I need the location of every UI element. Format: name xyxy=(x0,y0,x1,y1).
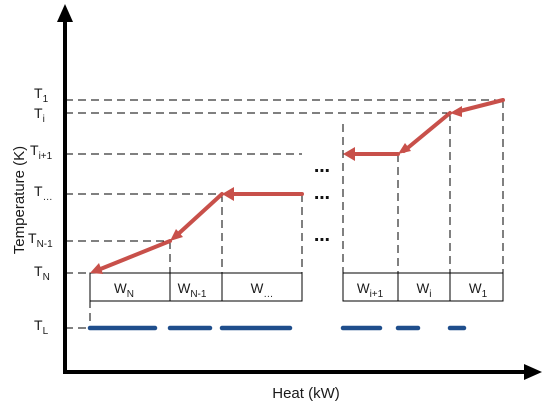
tick-label-tn: TN xyxy=(34,263,50,283)
tick-label-tdots: T… xyxy=(34,183,53,203)
y-axis-arrowhead xyxy=(57,4,73,22)
x-axis-label: Heat (kW) xyxy=(272,385,340,402)
x-axis-arrowhead xyxy=(524,364,542,380)
segment-label-wi: Wi xyxy=(417,281,432,300)
segment-label-wdots: W… xyxy=(251,281,274,300)
segment-label-wn: WN xyxy=(114,281,134,300)
ellipsis-upper: ⋯ xyxy=(314,161,330,180)
hot-arrow-5 xyxy=(170,229,183,241)
y-axis-label: Temperature (K) xyxy=(11,146,28,254)
ellipsis-lower: ⋯ xyxy=(314,230,330,249)
segment-box-right xyxy=(342,272,504,302)
segment-label-w1: W1 xyxy=(469,281,488,300)
hot-stream xyxy=(90,98,505,274)
ellipsis-middle: ⋯ xyxy=(314,188,330,207)
segment-label-wi1: Wi+1 xyxy=(357,281,384,300)
hot-arrow-6 xyxy=(90,263,103,274)
hot-arrow-4 xyxy=(222,187,234,201)
hot-segment-5 xyxy=(174,192,224,238)
segment-box-left xyxy=(89,272,303,302)
tick-label-ti: Ti xyxy=(34,105,45,125)
hot-arrow-2 xyxy=(398,143,411,154)
tick-label-ti1: Ti+1 xyxy=(30,142,53,162)
hot-arrow-1 xyxy=(450,106,462,117)
hot-segment-1 xyxy=(454,98,505,114)
tick-label-t1: T1 xyxy=(34,85,49,105)
tick-label-tn1: TN-1 xyxy=(28,230,53,250)
hot-segment-6 xyxy=(96,239,172,272)
hot-arrow-3 xyxy=(343,147,355,161)
segment-label-wn1: WN-1 xyxy=(178,281,207,300)
hot-segment-2 xyxy=(402,111,452,153)
tick-label-tl: TL xyxy=(34,317,49,337)
segment-boxes xyxy=(89,272,504,302)
